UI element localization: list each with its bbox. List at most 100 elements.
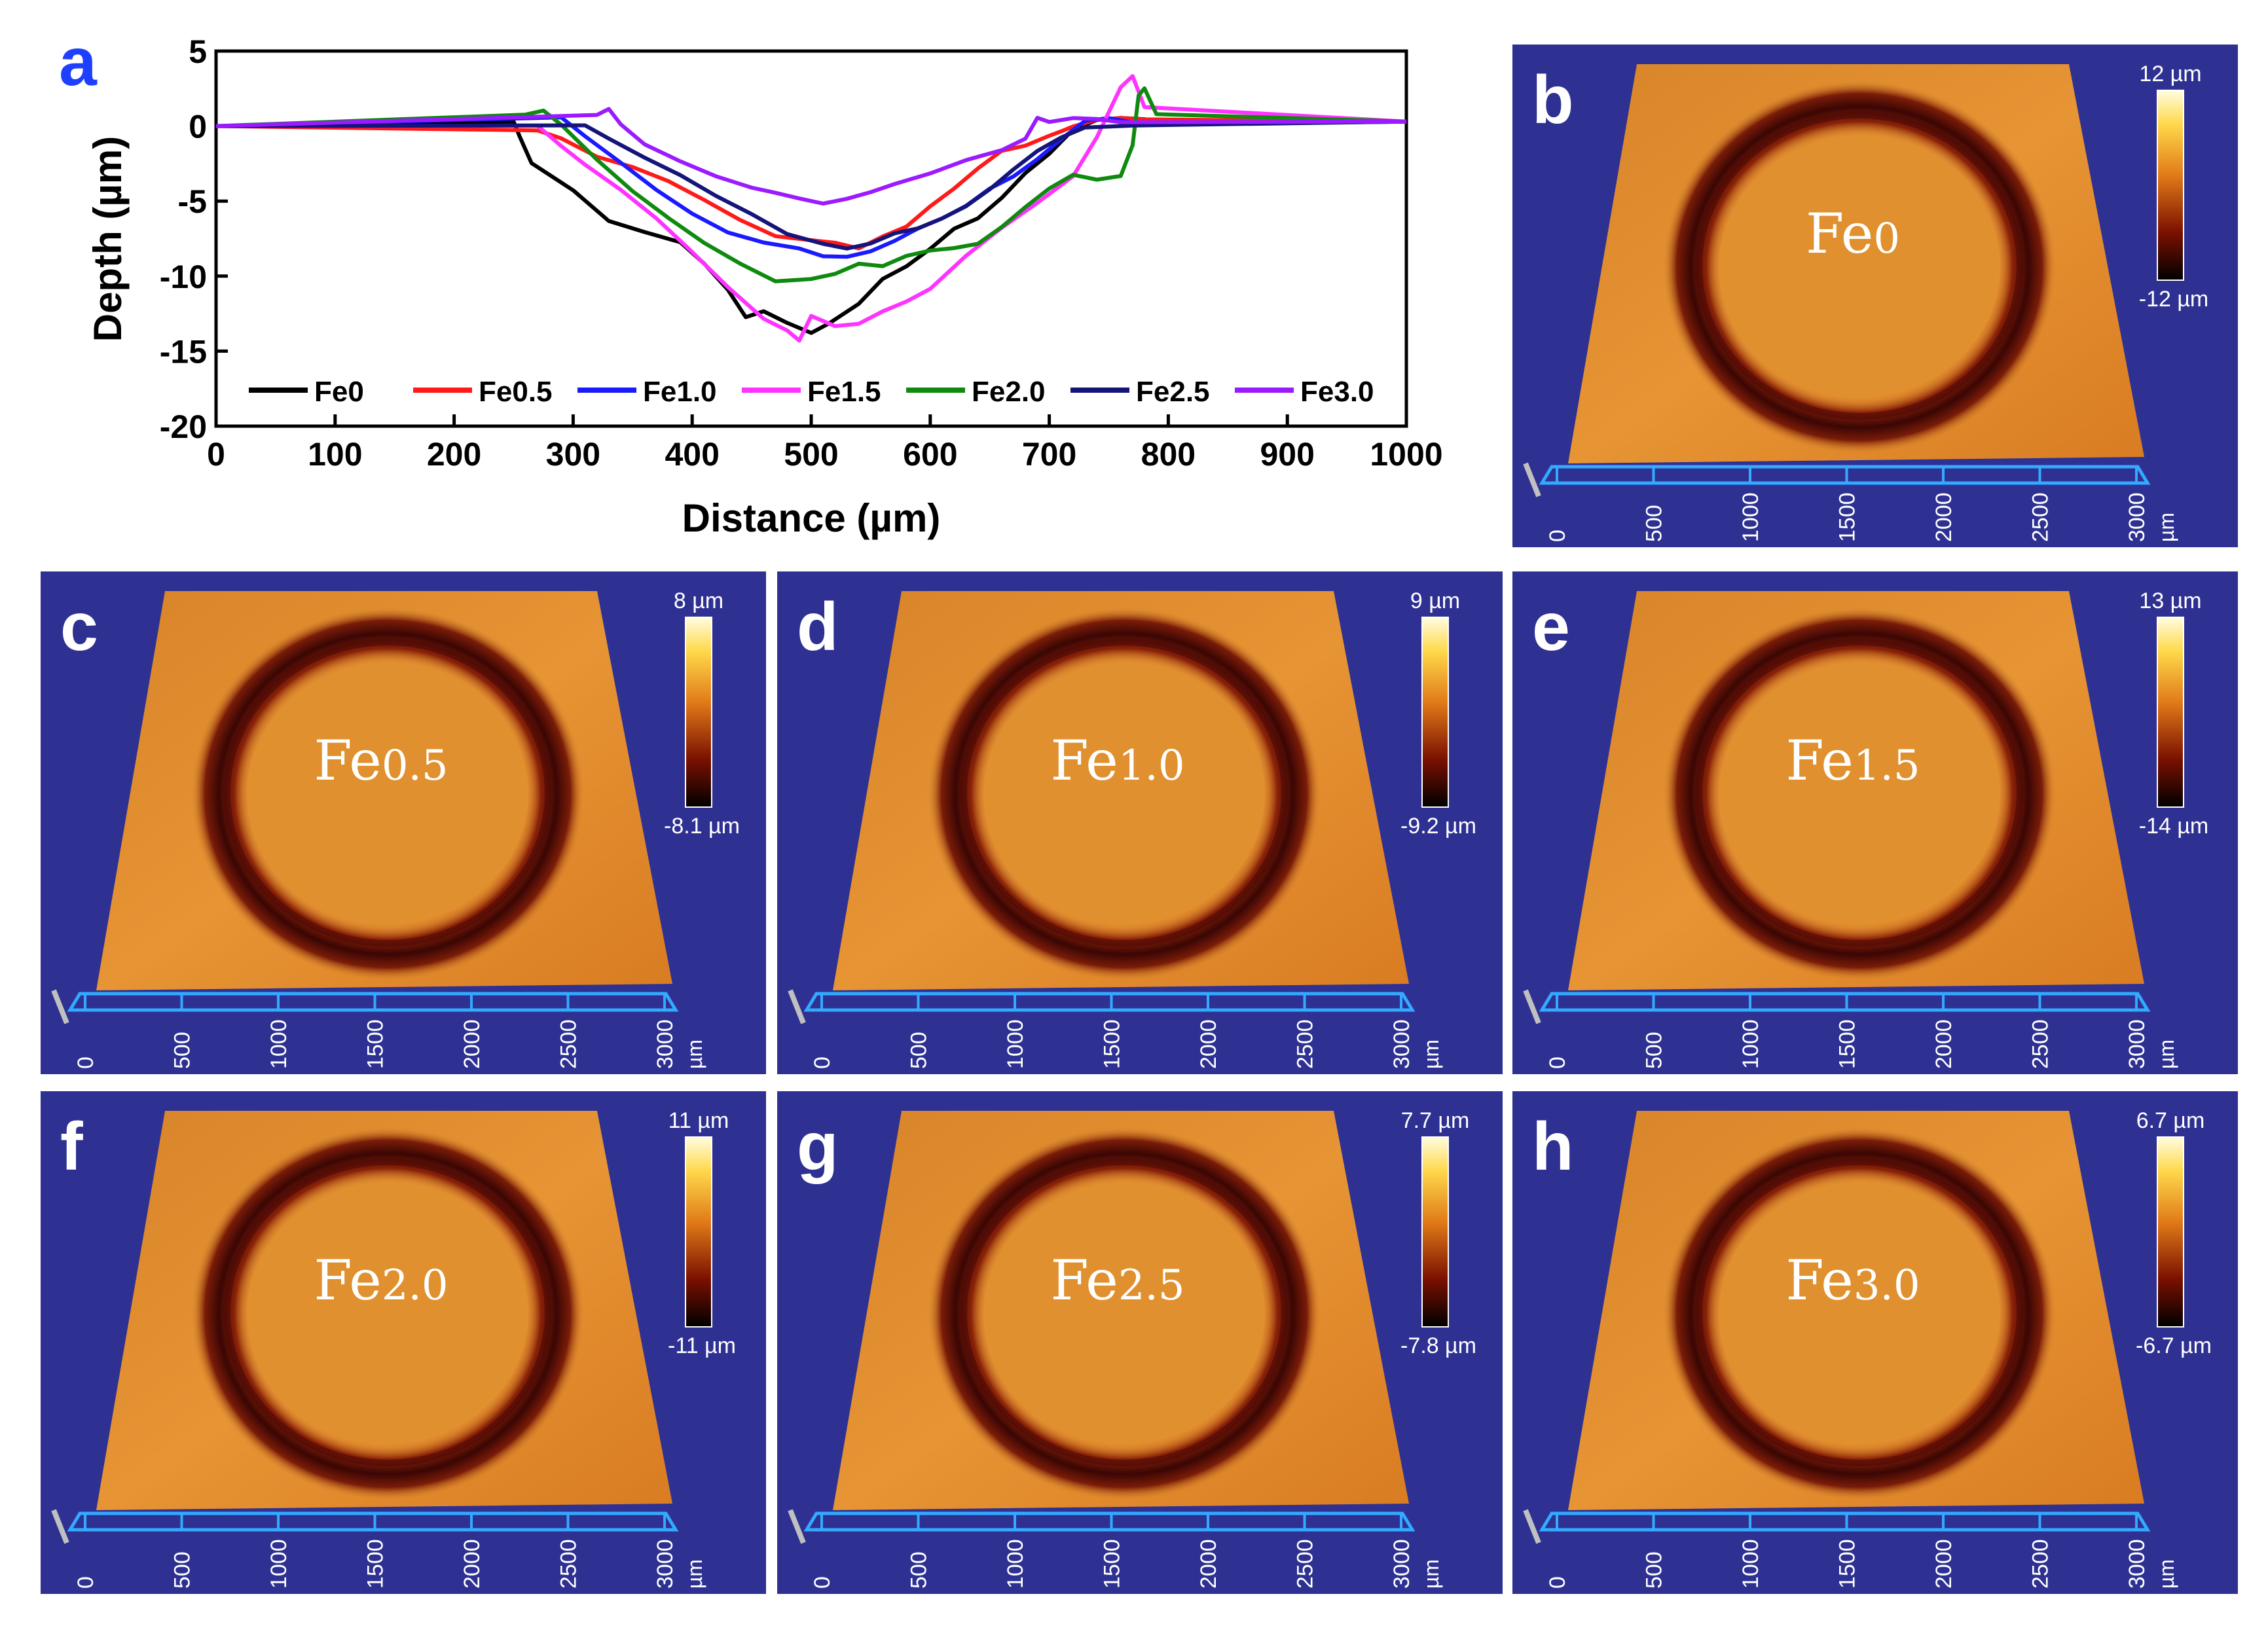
wear-track-inner-edge (960, 639, 1288, 947)
y-axis-label: Depth (µm) (86, 136, 130, 342)
axis-tick-label: 500 (170, 1032, 195, 1069)
panel-letter-b: b (1532, 62, 1574, 138)
axis-tick-label: 1000 (266, 1019, 291, 1069)
axis-tick-label: 2500 (1293, 1019, 1318, 1069)
axis-unit-label: µm (2155, 1559, 2178, 1589)
probe-icon (788, 1509, 806, 1544)
track-center (247, 663, 528, 925)
x-tick-label: 1000 (1370, 436, 1442, 473)
y-tick-label: 5 (189, 33, 207, 70)
track-center (1719, 1183, 2000, 1445)
axis-tick-label: 0 (810, 1576, 835, 1589)
series-line-fe1-5 (215, 74, 1407, 343)
axis-tick-label: 2000 (1196, 1539, 1221, 1589)
wear-track-inner-edge (1696, 1159, 2023, 1466)
colorbar-min-label: -6.7 µm (2136, 1333, 2212, 1358)
legend-label: Fe1.0 (643, 376, 717, 408)
track-center (983, 1183, 1265, 1445)
axis-tick-label: 500 (907, 1032, 932, 1069)
sample-label-suffix: 1.5 (1854, 742, 1920, 790)
panel-f: f Fe2.0 11 µm -11 µm 0 500 1000 1500 2000 2500 300… (41, 1091, 766, 1594)
x-axis-ticks: 0 100 200 300 400 500 600 700 800 900 1000 (207, 414, 1443, 473)
y-tick-label: -10 (160, 259, 207, 295)
sample-label-base: Fe (1785, 729, 1853, 793)
track-center (247, 1183, 528, 1445)
axis-tick-label: 1500 (1100, 1539, 1125, 1589)
axis-tick-label: 1000 (1003, 1539, 1028, 1589)
axis-tick-label: 2000 (1931, 1019, 1956, 1069)
y-tick-label: -5 (178, 183, 207, 220)
sample-label: Fe1.5 (1785, 729, 1920, 793)
probe-icon (1523, 462, 1541, 497)
probe-icon (1523, 1509, 1541, 1544)
x-axis-label: Distance (µm) (682, 496, 941, 540)
axis-unit-label: µm (1419, 1559, 1443, 1589)
panel-h: h Fe3.0 6.7 µm -6.7 µm 0 500 1000 1500 2000 2500 3… (1512, 1091, 2238, 1594)
y-tick-label: 0 (189, 109, 207, 145)
sample-label-suffix: 3.0 (1854, 1261, 1920, 1310)
track-center (1719, 136, 2000, 398)
axis-tick-label: 0 (1545, 530, 1570, 542)
axis-tick-label: 500 (1642, 1032, 1667, 1069)
axis-tick-label: 2500 (557, 1539, 581, 1589)
axis-tick-label: 1500 (1835, 1539, 1860, 1589)
panel-g: g Fe2.5 7.7 µm -7.8 µm 0 500 1000 1500 2000 2500 3… (777, 1091, 1503, 1594)
axis-tick-label: 2500 (2028, 1019, 2053, 1069)
axis-tick-label: 0 (73, 1576, 98, 1589)
axis-tick-label: 1000 (1738, 1019, 1763, 1069)
wear-track-inner-edge (224, 639, 551, 947)
colorbar-max-label: 11 µm (668, 1108, 729, 1133)
panel-d: d Fe1.0 9 µm -9.2 µm 0 500 1000 1500 2000 2500 300… (777, 571, 1503, 1074)
axis-unit-label: µm (1419, 1039, 1443, 1069)
sample-label-base: Fe (1785, 1248, 1853, 1312)
colorbar-min-label: -11 µm (668, 1333, 736, 1358)
axis-tick-label: 1000 (1738, 492, 1763, 542)
axis-tick-label: 3000 (2125, 492, 2149, 542)
axis-tick-label: 500 (1642, 1551, 1667, 1589)
axis-tick-label: 2000 (460, 1019, 485, 1069)
axis-tick-label: 1500 (363, 1539, 388, 1589)
colorbar-min-label: -14 µm (2139, 814, 2209, 839)
series-line-fe1-0 (215, 115, 1407, 259)
panel-letter-e: e (1532, 589, 1570, 665)
colorbar-min-label: -8.1 µm (664, 814, 740, 839)
legend-label: Fe2.5 (1136, 376, 1210, 408)
x-tick-label: 400 (665, 436, 719, 473)
axis-tick-label: 1000 (1738, 1539, 1763, 1589)
axis-unit-label: µm (683, 1559, 706, 1589)
x-tick-label: 100 (308, 436, 362, 473)
axis-tick-label: 2000 (1931, 1539, 1956, 1589)
colorbar-min-label: -9.2 µm (1400, 814, 1476, 839)
colorbar-max-label: 9 µm (1410, 588, 1460, 613)
axis-tick-label: 3000 (2125, 1019, 2149, 1069)
legend-label: Fe3.0 (1300, 376, 1374, 408)
sample-label: Fe3.0 (1785, 1248, 1920, 1312)
x-tick-label: 900 (1260, 436, 1314, 473)
series-lines (215, 74, 1407, 343)
legend-label: Fe0 (314, 376, 364, 408)
panel-c: c Fe0.5 8 µm -8.1 µm 0 500 1000 1500 2000 2500 300… (41, 571, 766, 1074)
colorbar (2157, 1136, 2184, 1328)
colorbar (685, 1136, 712, 1328)
axis-tick-label: 3000 (653, 1539, 678, 1589)
wear-track-inner-edge (960, 1159, 1288, 1466)
legend-label: Fe0.5 (479, 376, 553, 408)
x-tick-label: 500 (784, 436, 838, 473)
axis-tick-label: 0 (1545, 1057, 1570, 1069)
colorbar-max-label: 12 µm (2139, 62, 2201, 86)
x-tick-label: 0 (207, 436, 225, 473)
axis-tick-label: 0 (810, 1057, 835, 1069)
track-center (983, 663, 1265, 925)
colorbar-max-label: 6.7 µm (2136, 1108, 2205, 1133)
axis-tick-label: 2000 (1196, 1019, 1221, 1069)
axis-unit-label: µm (2155, 513, 2178, 542)
sample-label-base: Fe (314, 1248, 381, 1312)
panel-letter-d: d (797, 589, 839, 665)
probe-icon (51, 1509, 69, 1544)
sample-label-base: Fe (1806, 202, 1873, 266)
panel-letter-g: g (797, 1109, 839, 1185)
y-axis-ticks: 5 0 -5 -10 -15 -20 (160, 33, 228, 445)
axis-tick-label: 2000 (1931, 492, 1956, 542)
axis-tick-label: 1000 (266, 1539, 291, 1589)
